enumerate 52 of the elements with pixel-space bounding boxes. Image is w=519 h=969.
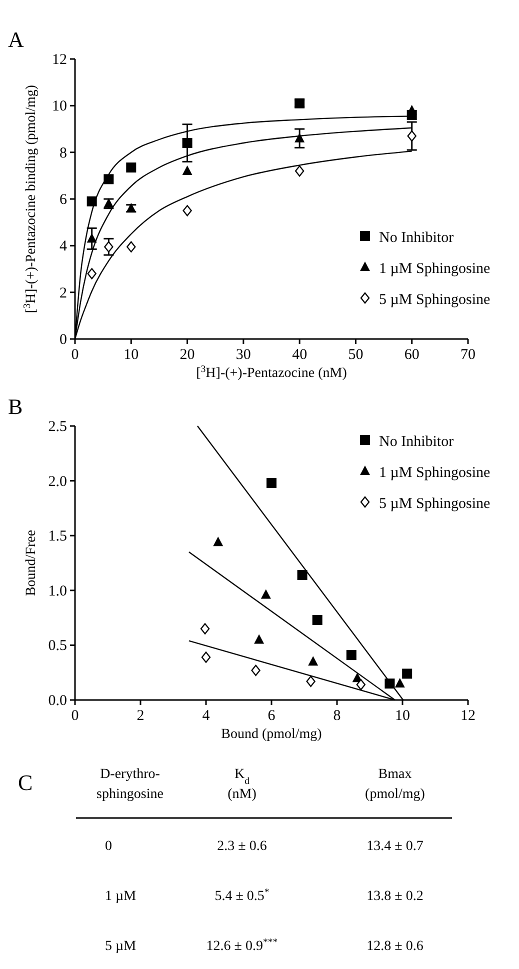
- x-tick-label: 8: [333, 708, 341, 724]
- legend-label: 5 µM Sphingosine: [379, 496, 490, 512]
- y-tick-label: 12: [52, 52, 67, 68]
- x-tick-label: 10: [395, 708, 410, 724]
- x-tick-label: 70: [460, 347, 476, 363]
- legend-label: 1 µM Sphingosine: [379, 261, 490, 277]
- text: 5.4 ± 0.5$^{*}$: [214, 886, 270, 904]
- legend-label: 1 µM Sphingosine: [379, 465, 490, 481]
- text: Bmax (pmol/mg): [365, 767, 426, 802]
- y-tick-label: 0.5: [48, 638, 67, 654]
- y-tick-label: 4: [60, 238, 68, 255]
- legend-label: No Inhibitor: [379, 434, 454, 450]
- x-tick-label: 10: [124, 347, 139, 363]
- legend-label: 5 µM Sphingosine: [379, 292, 490, 308]
- x-tick-label: 20: [180, 347, 195, 363]
- legend-label: No Inhibitor: [379, 230, 454, 246]
- x-tick-label: 6: [268, 708, 276, 724]
- text: 13.8 ± 0.2: [366, 889, 424, 904]
- y-tick-label: 0: [60, 332, 67, 348]
- x-axis-title: [$^{3}$H]-(+)-Pentazocine (nM): [196, 364, 348, 381]
- text: 13.4 ± 0.7: [366, 839, 424, 854]
- text: 2.3 ± 0.6: [217, 839, 267, 854]
- x-tick-label: 60: [404, 347, 420, 363]
- y-tick-label: 0.0: [48, 693, 67, 709]
- y-tick-label: 1.0: [48, 583, 67, 600]
- x-tick-label: 2: [136, 708, 144, 724]
- text: 1 µM: [105, 889, 137, 904]
- x-tick-label: 0: [71, 708, 79, 724]
- text: 12.6 ± 0.9$^{***}$: [206, 936, 278, 954]
- text: 0: [105, 839, 112, 854]
- y-tick-label: 2: [60, 285, 67, 302]
- text: C: [18, 770, 33, 795]
- x-tick-label: 0: [71, 347, 79, 363]
- x-tick-label: 4: [202, 708, 210, 724]
- x-tick-label: 12: [460, 708, 476, 724]
- y-tick-label: 8: [60, 145, 67, 162]
- text: D-erythro- sphingosine: [96, 767, 164, 802]
- y-tick-label: 6: [60, 192, 68, 208]
- chart-title: A: [8, 27, 24, 52]
- y-tick-label: 2.5: [48, 419, 67, 435]
- x-tick-label: 30: [236, 347, 251, 363]
- x-tick-label: 50: [348, 347, 364, 363]
- x-axis-title: Bound (pmol/mg): [221, 727, 322, 742]
- y-tick-label: 1.5: [48, 528, 67, 545]
- text: 5 µM: [105, 939, 137, 954]
- y-tick-label: 2.0: [48, 474, 67, 490]
- y-axis-title: Bound/Free: [24, 530, 39, 596]
- text: K$_{d}$ (nM): [228, 767, 257, 802]
- chart-title: B: [8, 394, 23, 419]
- text: 12.8 ± 0.6: [366, 939, 424, 954]
- y-tick-label: 10: [52, 98, 67, 115]
- x-tick-label: 40: [292, 347, 308, 363]
